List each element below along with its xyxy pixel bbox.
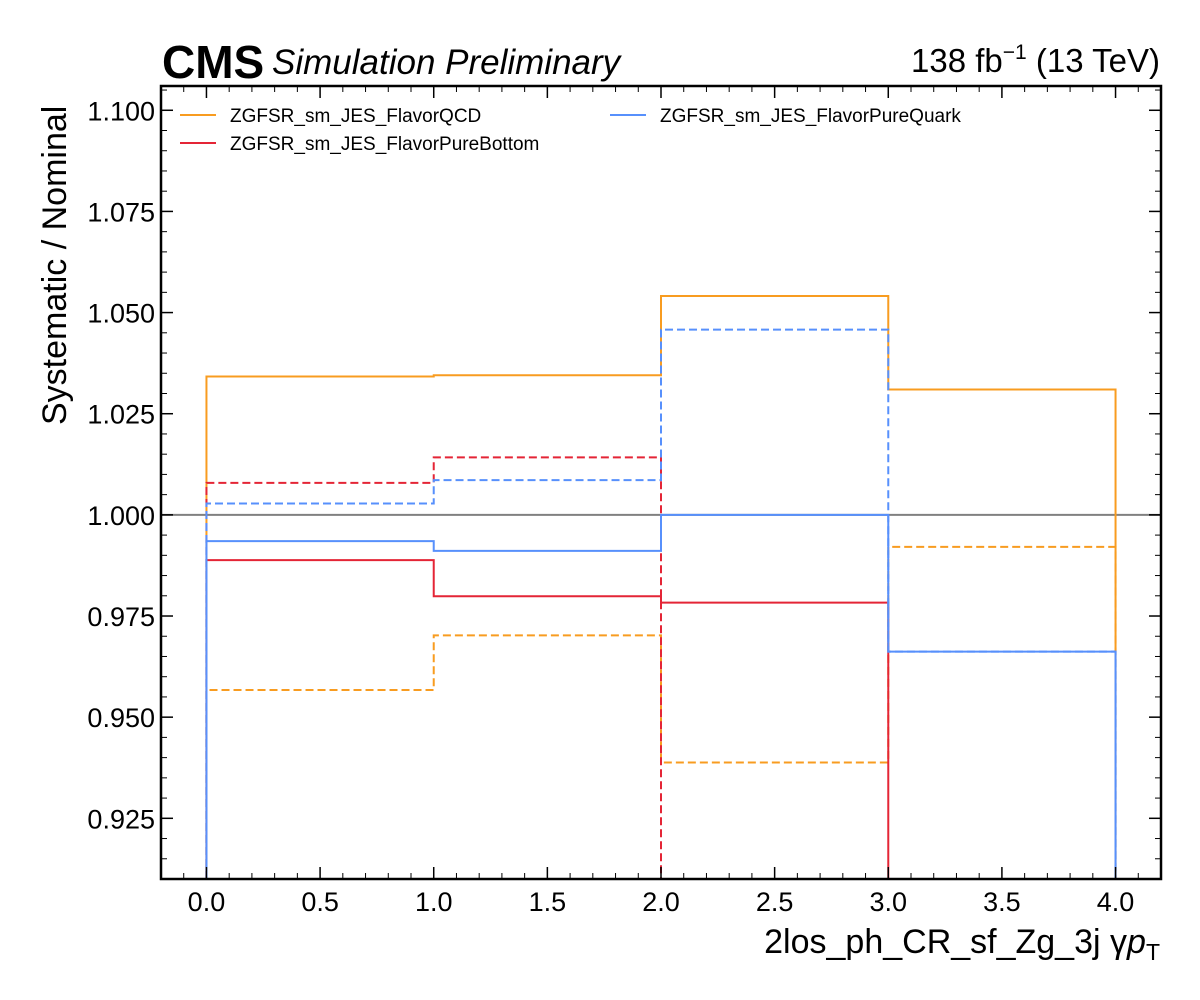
x-axis-title-main: 2los_ph_CR_sf_Zg_3j γ xyxy=(764,923,1127,961)
status-label: Simulation Preliminary xyxy=(272,43,623,82)
x-tick-label: 2.5 xyxy=(756,887,794,917)
x-tick-label: 3.5 xyxy=(983,887,1021,917)
x-tick-label: 0.0 xyxy=(188,887,226,917)
y-tick-label: 1.025 xyxy=(87,400,155,430)
series-line-4-up xyxy=(205,513,1117,879)
y-tick-label: 1.050 xyxy=(87,299,155,329)
x-tick-label: 2.0 xyxy=(642,887,680,917)
x-tick-label: 3.0 xyxy=(869,887,907,917)
lumi-exponent: −1 xyxy=(1003,41,1027,64)
x-tick-label: 1.5 xyxy=(529,887,567,917)
legend-entry-label: ZGFSR_sm_JES_FlavorPureBottom xyxy=(230,134,539,155)
legend-entry-label: ZGFSR_sm_JES_FlavorQCD xyxy=(230,106,481,127)
x-tick-label: 4.0 xyxy=(1097,887,1135,917)
plot-frame xyxy=(159,84,1163,881)
series-line-5-down xyxy=(205,328,1117,879)
lumi-label: 138 fb−1 (13 TeV) xyxy=(911,41,1160,79)
x-tick-label: 0.5 xyxy=(301,887,339,917)
x-axis-title-var: p xyxy=(1126,923,1146,961)
y-tick-label: 0.950 xyxy=(87,703,155,733)
experiment-label: CMS xyxy=(162,36,264,88)
x-tick-label: 1.0 xyxy=(415,887,453,917)
legend-entry-label: ZGFSR_sm_JES_FlavorPureQuark xyxy=(660,106,961,127)
y-tick-label: 1.100 xyxy=(87,96,155,126)
lumi-value: 138 fb xyxy=(911,42,1003,79)
x-axis-title-sub: T xyxy=(1146,939,1160,965)
x-axis-title: 2los_ph_CR_sf_Zg_3j γpT xyxy=(764,923,1160,965)
y-axis-title: Systematic / Nominal xyxy=(36,106,74,425)
tick-labels-layer: 0.0 0.5 1.0 1.5 2.0 2.5 3.0 3.5 4.0 0.925 0.950 0.9… xyxy=(87,96,1134,917)
energy-label: (13 TeV) xyxy=(1036,42,1160,79)
series-line-2-up xyxy=(205,559,890,879)
y-tick-label: 0.925 xyxy=(87,804,155,834)
series-layer xyxy=(205,294,1117,879)
y-tick-label: 1.075 xyxy=(87,197,155,227)
y-tick-label: 0.975 xyxy=(87,602,155,632)
legend: ZGFSR_sm_JES_FlavorQCD ZGFSR_sm_JES_Flavo… xyxy=(180,106,961,155)
y-tick-label: 1.000 xyxy=(87,501,155,531)
